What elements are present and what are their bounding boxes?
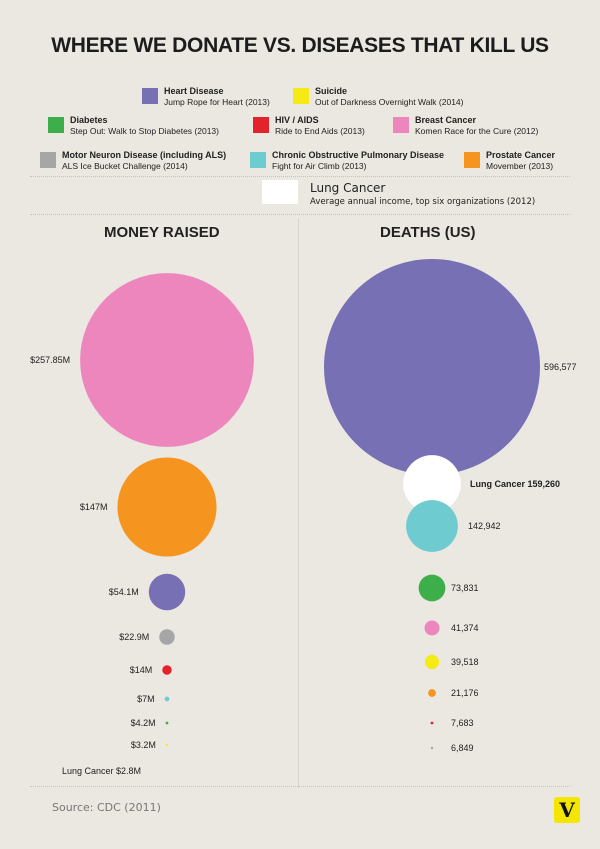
money-bubble xyxy=(164,696,170,702)
legend-campaign: Komen Race for the Cure (2012) xyxy=(415,126,539,136)
legend-swatch xyxy=(464,152,480,168)
legend-item: Heart Disease Jump Rope for Heart (2013) xyxy=(142,86,270,108)
legend-swatch xyxy=(253,117,269,133)
money-bubble xyxy=(117,457,217,557)
legend-disease: Breast Cancer xyxy=(415,115,477,125)
money-label: $22.9M xyxy=(119,632,149,642)
legend-item: Suicide Out of Darkness Overnight Walk (2… xyxy=(293,86,464,108)
legend-campaign: Jump Rope for Heart (2013) xyxy=(164,97,270,107)
deaths-label: 39,518 xyxy=(451,657,479,667)
legend-campaign: Step Out: Walk to Stop Diabetes (2013) xyxy=(70,126,219,136)
legend-swatch xyxy=(40,152,56,168)
column-divider xyxy=(298,218,299,788)
deaths-bubble xyxy=(406,500,458,552)
money-label: $7M xyxy=(137,694,155,704)
money-bubble xyxy=(159,629,175,645)
legend-swatch xyxy=(142,88,158,104)
legend-campaign: ALS Ice Bucket Challenge (2014) xyxy=(62,161,188,171)
deaths-heading: DEATHS (US) xyxy=(380,224,476,241)
divider-line xyxy=(30,176,570,177)
legend-swatch xyxy=(262,180,298,204)
deaths-label: 21,176 xyxy=(451,688,479,698)
legend-disease: Diabetes xyxy=(70,115,108,125)
deaths-label: 41,374 xyxy=(451,623,479,633)
legend-item: Lung Cancer Average annual income, top si… xyxy=(262,180,535,208)
money-bubble xyxy=(165,721,169,725)
divider-line xyxy=(30,214,570,215)
deaths-bubble xyxy=(403,455,461,513)
money-raised-heading: MONEY RAISED xyxy=(104,224,220,241)
money-label: $14M xyxy=(130,665,153,675)
legend-campaign: Average annual income, top six organizat… xyxy=(310,197,536,207)
divider-line xyxy=(30,786,570,787)
money-label: $257.85M xyxy=(30,355,70,365)
source-note: Source: CDC (2011) xyxy=(52,801,161,814)
deaths-label: 7,683 xyxy=(451,718,474,728)
legend-campaign: Ride to End Aids (2013) xyxy=(275,126,365,136)
money-bubble xyxy=(148,573,186,611)
money-label: $4.2M xyxy=(131,718,156,728)
legend-item: HIV / AIDS Ride to End Aids (2013) xyxy=(253,115,365,137)
legend-item: Breast Cancer Komen Race for the Cure (20… xyxy=(393,115,538,137)
money-bubble xyxy=(162,665,172,675)
legend-swatch xyxy=(293,88,309,104)
legend-disease: Lung Cancer xyxy=(310,181,386,195)
deaths-bubble xyxy=(430,746,434,750)
legend-campaign: Movember (2013) xyxy=(486,161,554,171)
money-label: $3.2M xyxy=(131,740,156,750)
deaths-label: Lung Cancer 159,260 xyxy=(470,479,560,489)
legend-disease: Chronic Obstructive Pulmonary Disease xyxy=(272,150,445,160)
money-label: Lung Cancer $2.8M xyxy=(62,766,141,776)
deaths-bubble xyxy=(428,689,436,697)
deaths-label: 73,831 xyxy=(451,583,479,593)
legend-campaign: Fight for Air Climb (2013) xyxy=(272,161,367,171)
legend-swatch xyxy=(393,117,409,133)
vox-logo: V xyxy=(554,797,580,823)
legend-disease: Suicide xyxy=(315,86,348,96)
money-bubble xyxy=(80,273,254,447)
deaths-label: 596,577 xyxy=(544,362,577,372)
legend-item: Diabetes Step Out: Walk to Stop Diabetes … xyxy=(48,115,219,137)
money-bubble xyxy=(165,743,169,747)
legend-campaign: Out of Darkness Overnight Walk (2014) xyxy=(315,97,464,107)
deaths-bubble xyxy=(424,620,440,636)
deaths-bubble xyxy=(324,259,540,475)
legend-item: Motor Neuron Disease (including ALS) ALS … xyxy=(40,150,226,172)
deaths-bubble xyxy=(430,721,434,725)
deaths-bubble xyxy=(418,574,446,602)
legend-disease: Prostate Cancer xyxy=(486,150,556,160)
legend-item: Prostate Cancer Movember (2013) xyxy=(464,150,555,172)
legend-disease: Heart Disease xyxy=(164,86,224,96)
legend-disease: HIV / AIDS xyxy=(275,115,319,125)
money-label: $54.1M xyxy=(109,587,139,597)
deaths-bubble xyxy=(424,654,440,670)
money-label: $147M xyxy=(80,502,108,512)
legend-swatch xyxy=(250,152,266,168)
legend-swatch xyxy=(48,117,64,133)
deaths-label: 6,849 xyxy=(451,743,474,753)
deaths-label: 142,942 xyxy=(468,521,501,531)
legend-disease: Motor Neuron Disease (including ALS) xyxy=(62,150,227,160)
legend-item: Chronic Obstructive Pulmonary Disease Fig… xyxy=(250,150,444,172)
chart-title: WHERE WE DONATE VS. DISEASES THAT KILL U… xyxy=(51,34,549,57)
